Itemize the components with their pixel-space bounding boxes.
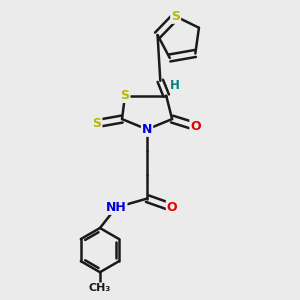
Text: S: S (121, 89, 130, 102)
Text: NH: NH (106, 201, 127, 214)
Text: O: O (190, 120, 201, 133)
Text: N: N (142, 123, 152, 136)
Text: S: S (92, 117, 101, 130)
Text: H: H (170, 79, 180, 92)
Text: O: O (167, 201, 177, 214)
Text: S: S (171, 10, 180, 23)
Text: CH₃: CH₃ (89, 284, 111, 293)
